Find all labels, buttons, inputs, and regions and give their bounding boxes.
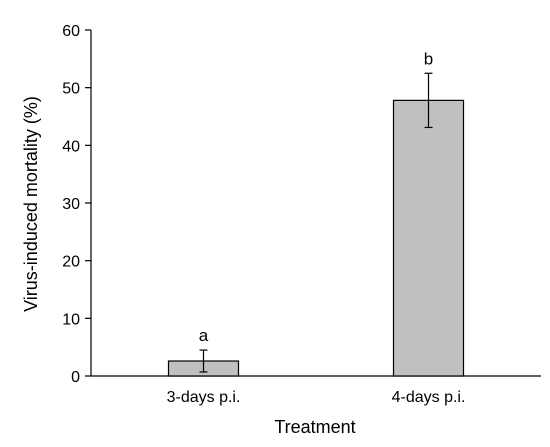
significance-label: a: [199, 326, 209, 345]
y-tick-label: 30: [62, 196, 80, 213]
x-tick-label: 4-days p.i.: [392, 389, 466, 406]
y-tick-label: 40: [62, 138, 80, 155]
y-tick-label: 50: [62, 81, 80, 98]
y-tick-label: 0: [71, 369, 80, 386]
x-axis-title: Treatment: [274, 417, 355, 437]
y-tick-label: 10: [62, 311, 80, 328]
y-axis-title: Virus-induced mortality (%): [21, 96, 41, 312]
bar: [392, 99, 465, 377]
y-tick-label: 20: [62, 254, 80, 271]
x-tick-label: 3-days p.i.: [167, 389, 241, 406]
y-tick-label: 60: [62, 23, 80, 40]
plot-area: 0 10 20 30 40 50 60 a 3-days p.i. b 4-days p.i.: [62, 23, 541, 406]
significance-label: b: [424, 49, 433, 68]
